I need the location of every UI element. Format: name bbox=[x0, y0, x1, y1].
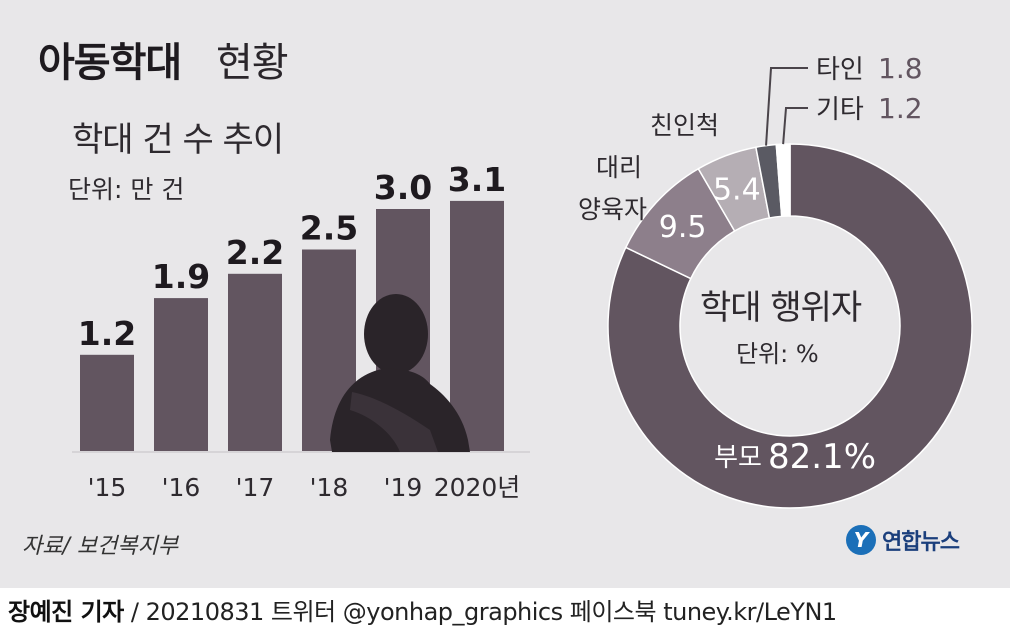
donut-chart-unit: 단위: % bbox=[736, 340, 819, 368]
x-tick-label: 2020년 bbox=[434, 473, 521, 502]
x-tick-label: '17 bbox=[236, 473, 275, 502]
bar-value-label: 2.2 bbox=[226, 233, 284, 272]
credit-details: / 20210831 트위터 @yonhap_graphics 페이스북 tun… bbox=[123, 598, 837, 626]
page-subtitle: 현황 bbox=[216, 40, 289, 86]
donut-slice-4 bbox=[775, 143, 791, 218]
slice-value-label: 5.4 bbox=[713, 172, 761, 207]
logo-text: 연합뉴스 bbox=[882, 530, 960, 555]
x-tick-label: '18 bbox=[310, 473, 349, 502]
page-title: 아동학대 bbox=[38, 40, 182, 86]
leader-line bbox=[782, 107, 808, 145]
bar-2 bbox=[228, 273, 282, 452]
credit-line: 장예진 기자 / 20210831 트위터 @yonhap_graphics 페… bbox=[8, 592, 837, 627]
x-tick-label: '15 bbox=[88, 473, 127, 502]
slice-value-label: 1.8 bbox=[878, 52, 923, 85]
slice-name-label: 대리 bbox=[596, 153, 642, 182]
bar-0 bbox=[80, 354, 134, 452]
bar-value-label: 3.1 bbox=[448, 160, 506, 199]
x-tick-label: '19 bbox=[384, 473, 423, 502]
bar-value-label: 2.5 bbox=[300, 209, 358, 248]
slice-name-label: 타인 bbox=[816, 55, 864, 85]
slice-value-label: 1.2 bbox=[878, 92, 923, 125]
yonhap-logo: Y 연합뉴스 bbox=[846, 524, 960, 556]
bar-chart-unit: 단위: 만 건 bbox=[68, 175, 185, 204]
bar-value-label: 1.2 bbox=[78, 314, 136, 353]
slice-name-label: 양육자 bbox=[578, 195, 647, 224]
donut-chart-heading: 학대 행위자 bbox=[700, 288, 862, 328]
bar-chart-heading: 학대 건 수 추이 bbox=[72, 120, 284, 160]
bar-value-label: 1.9 bbox=[152, 257, 210, 296]
donut-chart bbox=[607, 143, 973, 509]
bar-1 bbox=[154, 298, 208, 452]
leader-line bbox=[765, 67, 808, 146]
bar-value-label: 3.0 bbox=[374, 168, 432, 207]
slice-value-label: 82.1% bbox=[768, 437, 876, 477]
child-silhouette-icon bbox=[330, 294, 470, 452]
slice-value-label: 9.5 bbox=[659, 210, 707, 245]
chart-canvas: 1.2 '15 1.9 '16 2.2 '17 2.5 '18 3.0 '19 3.1 2020년 부… bbox=[72, 52, 973, 509]
slice-name-label: 기타 bbox=[816, 95, 864, 125]
slice-name-label: 친인척 bbox=[650, 111, 719, 140]
x-tick-label: '16 bbox=[162, 473, 201, 502]
bar-5 bbox=[450, 200, 504, 452]
reporter-name: 장예진 기자 bbox=[8, 598, 124, 626]
logo-mark-icon: Y bbox=[846, 525, 876, 555]
slice-name-label: 부모 bbox=[714, 443, 762, 473]
source-note: 자료/ 보건복지부 bbox=[22, 534, 179, 559]
donut-slice-0 bbox=[607, 143, 973, 509]
